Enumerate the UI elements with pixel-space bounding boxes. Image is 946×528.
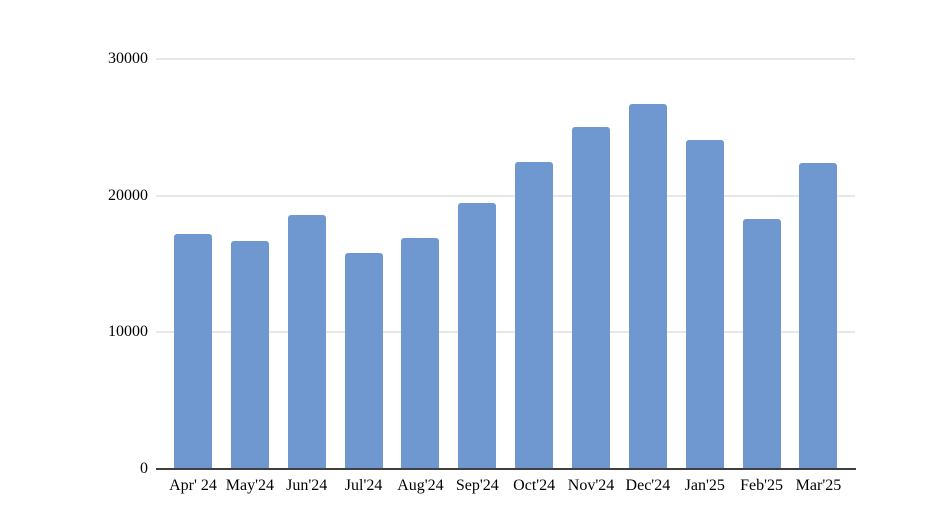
x-tick-label-Feb'25: Feb'25	[740, 477, 784, 494]
x-tick-label-Oct'24: Oct'24	[513, 477, 556, 494]
bar-Nov'24	[572, 127, 611, 469]
x-tick-label-Aug'24: Aug'24	[397, 477, 444, 494]
gridline-10000	[156, 331, 855, 334]
x-tick-label-May'24: May'24	[225, 477, 274, 494]
bar-Sep'24	[458, 202, 497, 469]
gridline-20000	[156, 194, 855, 197]
bar-May'24	[230, 240, 269, 469]
bar-Mar'25	[799, 162, 838, 469]
x-tick-label-Jun'24: Jun'24	[286, 477, 328, 494]
bar-Dec'24	[628, 104, 667, 469]
y-tick-label-30000: 30000	[108, 50, 148, 67]
y-tick-label-20000: 20000	[108, 186, 148, 204]
bar-Oct'24	[515, 161, 554, 469]
x-tick-label-Mar'25: Mar'25	[795, 477, 842, 494]
bar-Apr' 24	[174, 233, 212, 469]
bar-Jan'25	[685, 139, 724, 469]
y-tick-label-10000: 10000	[108, 323, 148, 341]
bar-Jul'24	[344, 253, 383, 469]
x-tick-label-Nov'24: Nov'24	[567, 477, 615, 494]
x-tick-label-Apr' 24: Apr' 24	[169, 477, 217, 494]
x-tick-label-Jul'24: Jul'24	[344, 477, 383, 494]
plot-area	[156, 58, 855, 469]
bar-Aug'24	[401, 238, 440, 469]
bar-Feb'25	[742, 218, 781, 469]
x-tick-label-Dec'24: Dec'24	[625, 477, 671, 494]
gridline-30000	[156, 58, 855, 60]
x-axis-line	[156, 468, 856, 470]
x-tick-label-Jan'25: Jan'25	[684, 477, 725, 494]
x-tick-label-Sep'24: Sep'24	[455, 477, 499, 494]
bar-Jun'24	[287, 214, 326, 469]
y-tick-label-0: 0	[140, 460, 148, 477]
